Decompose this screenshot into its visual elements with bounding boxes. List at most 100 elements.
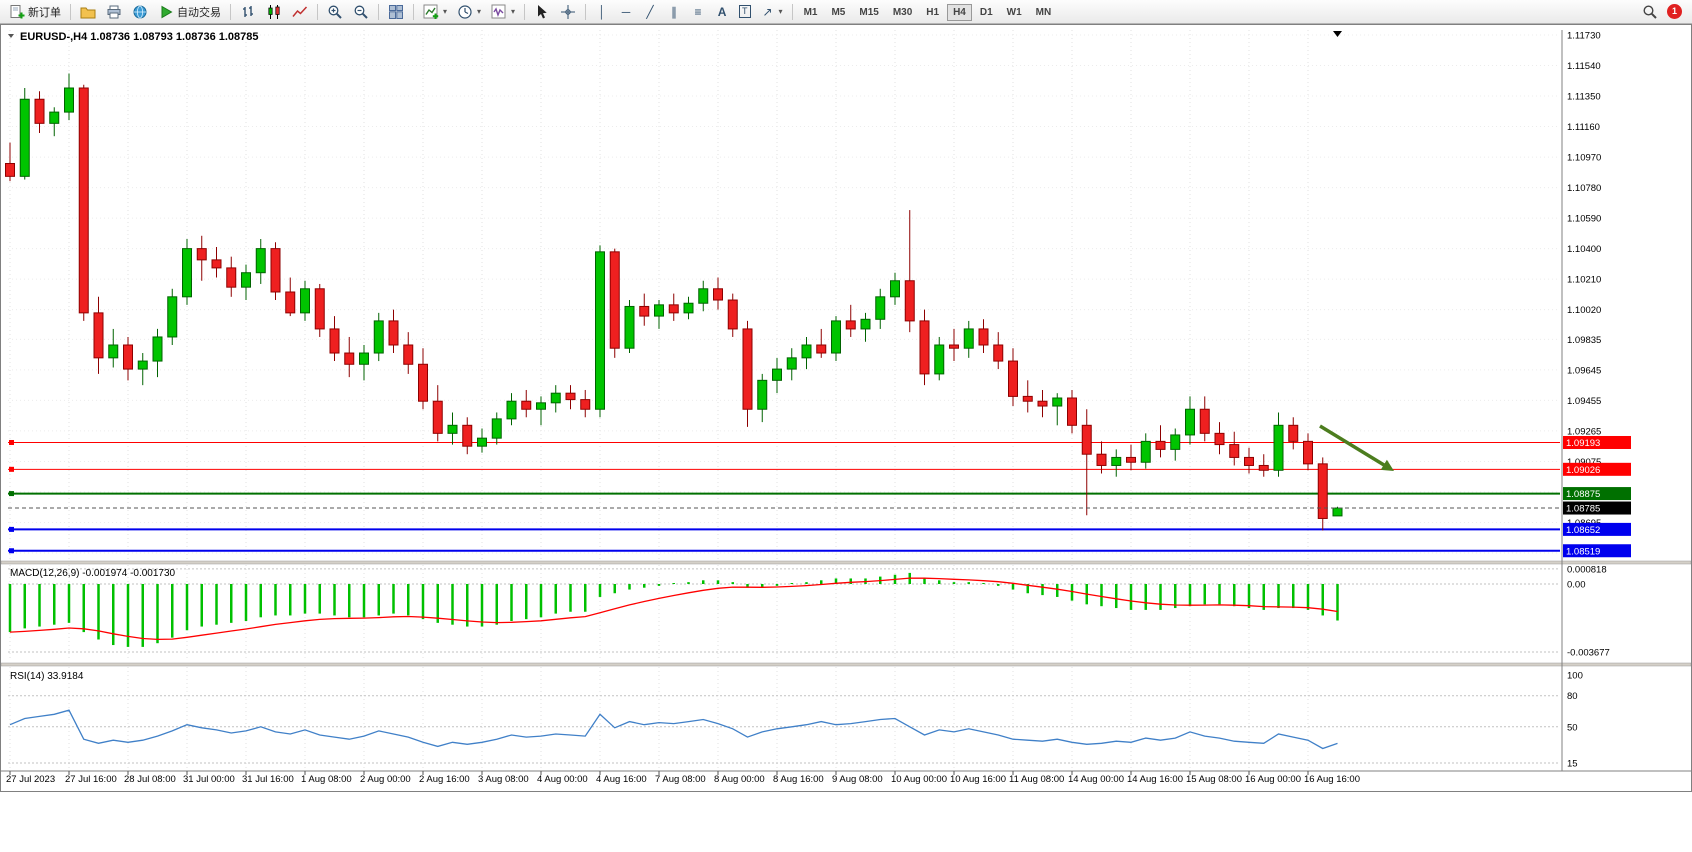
text-label-tool-button[interactable]: T: [735, 2, 755, 22]
new-order-button[interactable]: 新订单: [5, 2, 65, 22]
candle: [344, 352, 355, 365]
candle: [506, 400, 517, 420]
line-handle[interactable]: [9, 491, 14, 497]
line-handle[interactable]: [9, 466, 14, 472]
candle: [1081, 424, 1092, 455]
open-folder-button[interactable]: [76, 2, 100, 22]
zoom-in-icon: [328, 5, 342, 19]
price-axis-label: 1.11540: [1567, 61, 1601, 72]
bar-chart-mode-button[interactable]: [236, 2, 260, 22]
candle: [182, 248, 192, 298]
candle: [167, 296, 178, 338]
text-tool-button[interactable]: A: [711, 2, 733, 22]
toolbar-separator: [524, 3, 526, 20]
price-axis-label: 1.10400: [1567, 244, 1601, 255]
timeframe-button-h4[interactable]: H4: [947, 4, 972, 21]
candle: [1288, 424, 1299, 442]
refresh-globe-button[interactable]: [128, 2, 152, 22]
chart-window: MACD(12,26,9) -0.001974 -0.001730 RSI(14)…: [0, 24, 1692, 792]
timeframe-button-m1[interactable]: M1: [798, 4, 824, 21]
cursor-tool-button[interactable]: [530, 2, 554, 22]
panel-separator[interactable]: [0, 662, 1692, 667]
svg-text:1.09193: 1.09193: [1566, 438, 1600, 449]
candle: [1214, 432, 1225, 446]
candle: [270, 248, 281, 293]
panel-separator[interactable]: [0, 560, 1692, 565]
time-axis[interactable]: [9, 771, 1309, 775]
timeframe-button-m5[interactable]: M5: [825, 4, 851, 21]
candle: [1008, 360, 1018, 397]
timeframe-button-mn[interactable]: MN: [1030, 4, 1058, 21]
candle: [1155, 440, 1166, 450]
search-button[interactable]: [1638, 2, 1662, 22]
candle: [550, 392, 561, 404]
candle: [949, 344, 959, 349]
candle: [108, 344, 119, 359]
candle: [845, 320, 856, 330]
indicators-dropdown-button[interactable]: ▾: [419, 2, 451, 22]
candle: [1229, 444, 1240, 458]
notification-badge[interactable]: 1: [1667, 4, 1682, 19]
auto-trading-button[interactable]: 自动交易: [154, 2, 225, 22]
crosshair-icon: [561, 4, 576, 19]
tile-windows-button[interactable]: [384, 2, 408, 22]
horizontal-line-tool-button[interactable]: ─: [615, 2, 637, 22]
trendline-tool-button[interactable]: ╱: [639, 2, 661, 22]
candle: [196, 248, 207, 261]
candle: [668, 304, 679, 314]
price-tag: [1563, 487, 1631, 501]
trendline-icon: ╱: [646, 4, 654, 19]
timeframe-button-d1[interactable]: D1: [974, 4, 999, 21]
chart-canvas[interactable]: MACD(12,26,9) -0.001974 -0.001730 RSI(14)…: [0, 24, 1692, 792]
one-click-trading-toggle[interactable]: [8, 34, 14, 38]
search-icon: [1643, 4, 1657, 19]
new-order-icon: [10, 4, 25, 18]
price-axis-label: 1.10210: [1567, 275, 1601, 286]
candle: [713, 288, 723, 301]
time-axis-label: 10 Aug 16:00: [950, 774, 1006, 785]
line-handle[interactable]: [9, 526, 14, 532]
candle: [1170, 434, 1181, 450]
candle: [226, 267, 237, 288]
candlestick-mode-button[interactable]: [262, 2, 286, 22]
crosshair-tool-button[interactable]: [556, 2, 580, 22]
timeframe-button-m30[interactable]: M30: [887, 4, 918, 21]
zoom-in-button[interactable]: [323, 2, 347, 22]
rsi-axis-label: 15: [1567, 758, 1578, 769]
candle: [993, 344, 1004, 362]
candle: [1111, 456, 1122, 466]
candle: [1096, 453, 1107, 466]
line-handle[interactable]: [9, 439, 14, 445]
trend-arrow-annotation[interactable]: [1319, 424, 1394, 471]
timeframe-button-m15[interactable]: M15: [853, 4, 884, 21]
print-button[interactable]: [102, 2, 126, 22]
macd-label: MACD(12,26,9) -0.001974 -0.001730: [10, 568, 176, 579]
time-axis-label: 2 Aug 16:00: [419, 774, 470, 785]
zoom-out-button[interactable]: [349, 2, 373, 22]
vertical-line-tool-button[interactable]: │: [591, 2, 613, 22]
channel-tool-button[interactable]: ∥: [663, 2, 685, 22]
chevron-down-icon: ▾: [477, 7, 482, 16]
templates-dropdown-button[interactable]: ▾: [487, 2, 519, 22]
price-axis-label: 1.10780: [1567, 183, 1601, 194]
vertical-line-icon: │: [598, 4, 606, 19]
fibonacci-tool-button[interactable]: ≡: [687, 2, 709, 22]
text-icon: A: [717, 4, 727, 19]
arrows-tool-button[interactable]: ↗ ▾: [757, 2, 787, 22]
periods-dropdown-button[interactable]: ▾: [453, 2, 485, 22]
price-axis-label: 1.10020: [1567, 305, 1601, 316]
price-axis-label: 1.10970: [1567, 153, 1601, 164]
time-axis-label: 8 Aug 00:00: [714, 774, 765, 785]
timeframe-button-h1[interactable]: H1: [920, 4, 945, 21]
line-handle[interactable]: [9, 548, 14, 554]
time-axis-label: 3 Aug 08:00: [478, 774, 529, 785]
candle: [93, 312, 104, 359]
price-tag: [1563, 522, 1631, 536]
print-icon: [107, 5, 121, 18]
chevron-down-icon: ▾: [511, 7, 516, 16]
candle: [1332, 507, 1343, 517]
price-axis-label: 1.11350: [1567, 92, 1601, 103]
line-chart-mode-button[interactable]: [288, 2, 312, 22]
timeframe-button-w1[interactable]: W1: [1001, 4, 1028, 21]
rsi-axis-label: 50: [1567, 722, 1578, 733]
